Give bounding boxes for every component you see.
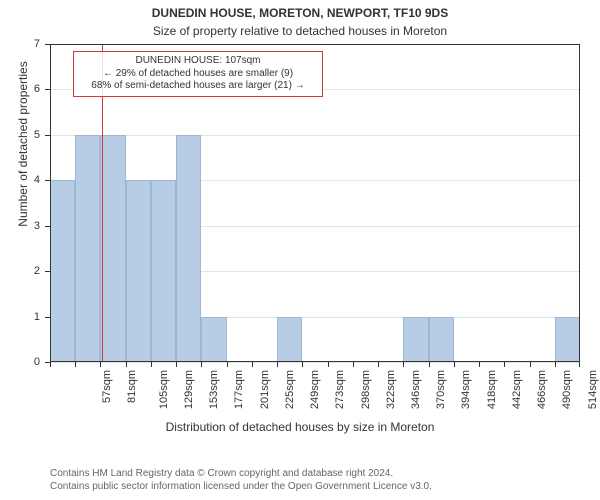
histogram-bar [151, 180, 176, 362]
histogram-bar [176, 135, 201, 362]
x-tick-label: 201sqm [259, 370, 271, 409]
y-axis-line [50, 44, 51, 362]
attribution-text: Contains HM Land Registry data © Crown c… [50, 468, 432, 493]
x-tick-mark [100, 362, 101, 367]
attribution-line-2: Contains public sector information licen… [50, 481, 432, 494]
gridline [50, 135, 580, 136]
x-tick-label: 322sqm [385, 370, 397, 409]
right-axis-line [579, 44, 580, 362]
x-tick-mark [579, 362, 580, 367]
x-tick-mark [75, 362, 76, 367]
x-tick-label: 153sqm [208, 370, 220, 409]
x-tick-mark [378, 362, 379, 367]
x-tick-mark [353, 362, 354, 367]
top-axis-line [50, 44, 580, 45]
x-tick-mark [176, 362, 177, 367]
y-tick-label: 4 [22, 174, 40, 186]
x-tick-label: 466sqm [536, 370, 548, 409]
histogram-bar [429, 317, 454, 362]
annotation-line-3: 68% of semi-detached houses are larger (… [77, 80, 319, 93]
gridline [50, 362, 580, 363]
x-tick-mark [126, 362, 127, 367]
x-tick-mark [252, 362, 253, 367]
x-tick-label: 370sqm [435, 370, 447, 409]
y-tick-mark [45, 226, 50, 227]
x-tick-label: 225sqm [284, 370, 296, 409]
histogram-bar [403, 317, 428, 362]
x-tick-label: 249sqm [309, 370, 321, 409]
x-tick-label: 81sqm [126, 370, 138, 403]
y-tick-mark [45, 271, 50, 272]
x-tick-label: 514sqm [587, 370, 599, 409]
x-tick-label: 105sqm [158, 370, 170, 409]
histogram-bar [126, 180, 151, 362]
x-axis-line [50, 361, 580, 362]
x-tick-mark [429, 362, 430, 367]
y-tick-mark [45, 135, 50, 136]
x-tick-mark [302, 362, 303, 367]
chart-main-title: DUNEDIN HOUSE, MORETON, NEWPORT, TF10 9D… [0, 6, 600, 20]
annotation-line-2: ← 29% of detached houses are smaller (9) [77, 68, 319, 81]
y-tick-mark [45, 44, 50, 45]
histogram-bar [50, 180, 75, 362]
chart-container: DUNEDIN HOUSE, MORETON, NEWPORT, TF10 9D… [0, 0, 600, 500]
chart-sub-title: Size of property relative to detached ho… [0, 24, 600, 38]
x-tick-mark [504, 362, 505, 367]
y-tick-label: 5 [22, 129, 40, 141]
y-tick-label: 1 [22, 311, 40, 323]
y-tick-label: 7 [22, 38, 40, 50]
x-tick-label: 490sqm [562, 370, 574, 409]
y-tick-label: 0 [22, 356, 40, 368]
y-tick-mark [45, 89, 50, 90]
histogram-bar [555, 317, 580, 362]
x-tick-label: 129sqm [183, 370, 195, 409]
x-axis-label: Distribution of detached houses by size … [0, 420, 600, 434]
y-tick-label: 2 [22, 265, 40, 277]
x-tick-mark [277, 362, 278, 367]
annotation-line-1: DUNEDIN HOUSE: 107sqm [77, 55, 319, 68]
histogram-bar [75, 135, 100, 362]
y-tick-mark [45, 317, 50, 318]
x-tick-mark [454, 362, 455, 367]
x-tick-mark [50, 362, 51, 367]
attribution-line-1: Contains HM Land Registry data © Crown c… [50, 468, 432, 481]
x-tick-mark [151, 362, 152, 367]
y-tick-label: 3 [22, 220, 40, 232]
x-tick-label: 346sqm [410, 370, 422, 409]
x-tick-mark [201, 362, 202, 367]
y-tick-mark [45, 180, 50, 181]
x-tick-label: 394sqm [461, 370, 473, 409]
x-tick-mark [555, 362, 556, 367]
histogram-bar [201, 317, 226, 362]
histogram-bar [277, 317, 302, 362]
x-tick-mark [328, 362, 329, 367]
x-tick-label: 418sqm [486, 370, 498, 409]
x-tick-label: 298sqm [360, 370, 372, 409]
x-tick-mark [227, 362, 228, 367]
x-tick-label: 442sqm [511, 370, 523, 409]
x-tick-label: 57sqm [101, 370, 113, 403]
y-tick-label: 6 [22, 83, 40, 95]
x-tick-mark [530, 362, 531, 367]
histogram-bar [100, 135, 125, 362]
x-tick-label: 177sqm [233, 370, 245, 409]
annotation-box: DUNEDIN HOUSE: 107sqm ← 29% of detached … [73, 51, 323, 97]
x-tick-label: 273sqm [334, 370, 346, 409]
x-tick-mark [479, 362, 480, 367]
x-tick-mark [403, 362, 404, 367]
